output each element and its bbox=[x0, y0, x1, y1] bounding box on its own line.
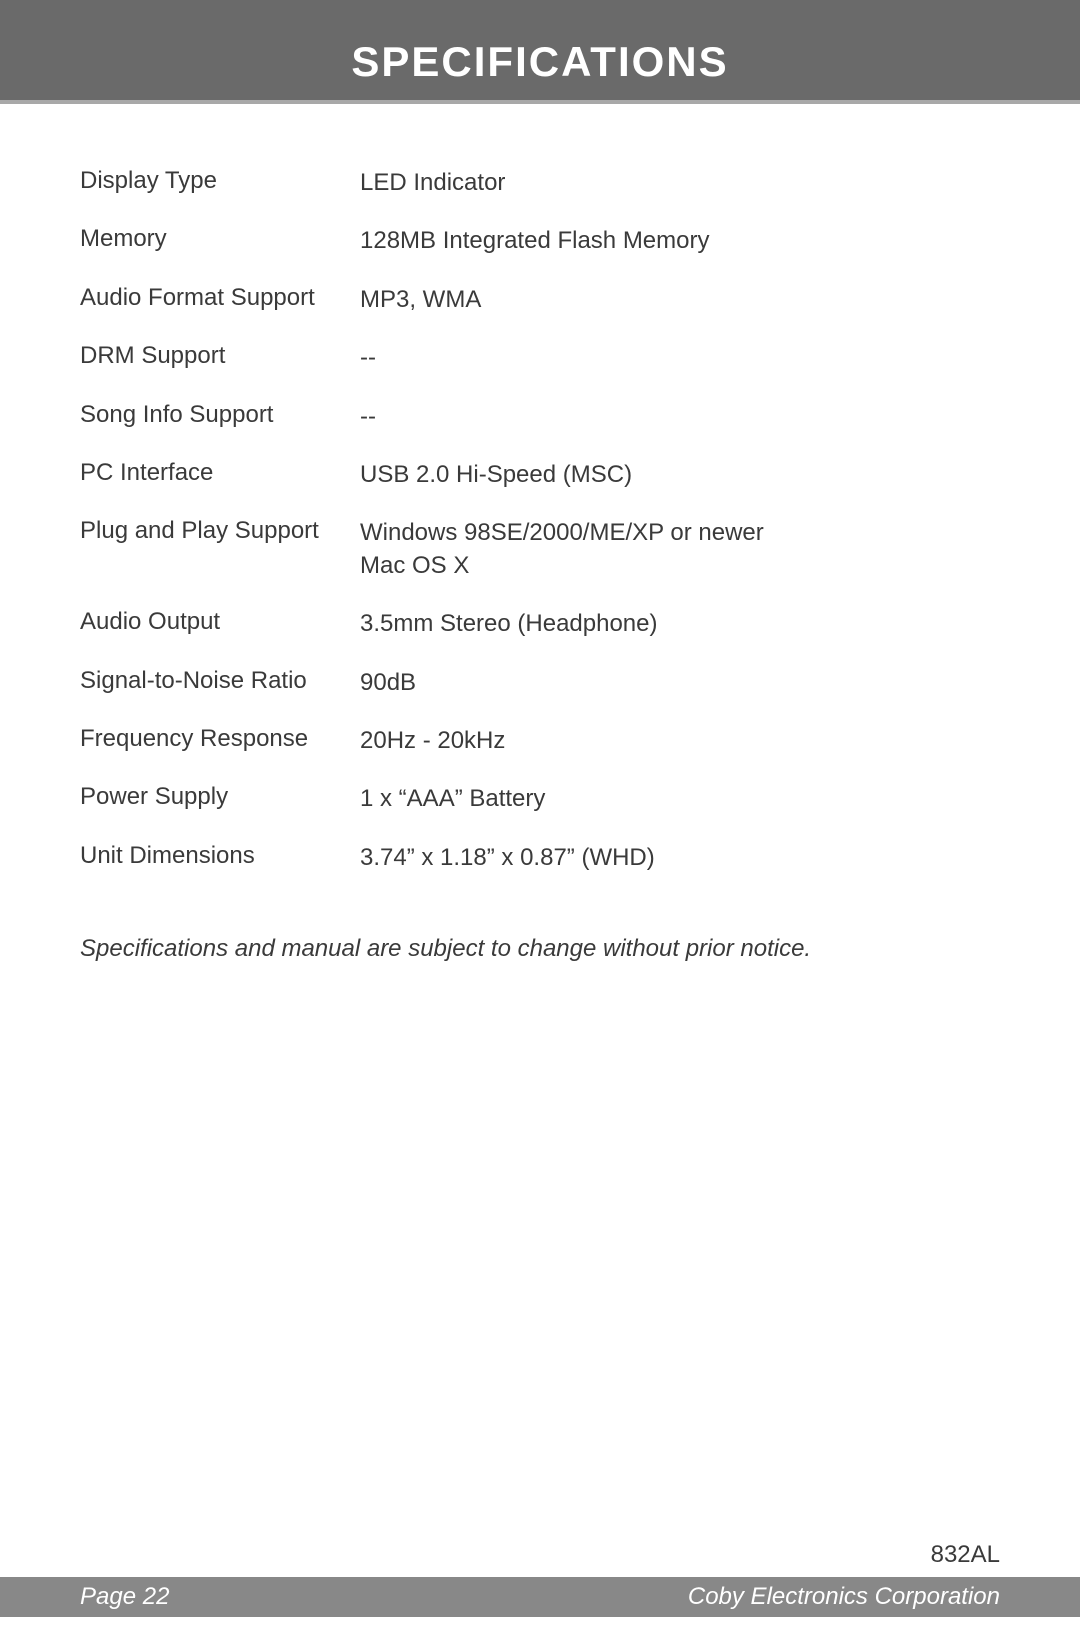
spec-value: -- bbox=[360, 401, 1000, 433]
spec-row: Plug and Play SupportWindows 98SE/2000/M… bbox=[80, 504, 1000, 595]
spec-row: DRM Support-- bbox=[80, 329, 1000, 387]
spec-label: DRM Support bbox=[80, 342, 360, 370]
spec-row: Power Supply1 x “AAA” Battery bbox=[80, 770, 1000, 828]
spec-label: Display Type bbox=[80, 167, 360, 195]
spec-row: Unit Dimensions3.74” x 1.18” x 0.87” (WH… bbox=[80, 829, 1000, 887]
spec-row: Audio Format SupportMP3, WMA bbox=[80, 271, 1000, 329]
company-name: Coby Electronics Corporation bbox=[688, 1583, 1000, 1611]
spec-label: Signal-to-Noise Ratio bbox=[80, 667, 360, 695]
disclaimer-note: Specifications and manual are subject to… bbox=[80, 935, 1000, 963]
content-area: Display TypeLED IndicatorMemory128MB Int… bbox=[0, 104, 1080, 963]
header-band: SPECIFICATIONS bbox=[0, 0, 1080, 104]
spec-label: Song Info Support bbox=[80, 401, 360, 429]
spec-row: Song Info Support-- bbox=[80, 388, 1000, 446]
spec-label: Plug and Play Support bbox=[80, 517, 360, 545]
spec-label: Power Supply bbox=[80, 783, 360, 811]
spec-row: Memory128MB Integrated Flash Memory bbox=[80, 212, 1000, 270]
spec-label: PC Interface bbox=[80, 459, 360, 487]
spec-value: 90dB bbox=[360, 667, 1000, 699]
spec-value: 1 x “AAA” Battery bbox=[360, 783, 1000, 815]
spec-label: Memory bbox=[80, 225, 360, 253]
spec-label: Audio Format Support bbox=[80, 284, 360, 312]
footer-band: Page 22 Coby Electronics Corporation bbox=[0, 1577, 1080, 1617]
spec-row: Frequency Response20Hz - 20kHz bbox=[80, 712, 1000, 770]
spec-label: Audio Output bbox=[80, 608, 360, 636]
spec-row: PC InterfaceUSB 2.0 Hi-Speed (MSC) bbox=[80, 446, 1000, 504]
page-number: Page 22 bbox=[80, 1583, 169, 1611]
spec-value: 3.5mm Stereo (Headphone) bbox=[360, 608, 1000, 640]
spec-value: -- bbox=[360, 342, 1000, 374]
spec-value: LED Indicator bbox=[360, 167, 1000, 199]
spec-label: Unit Dimensions bbox=[80, 842, 360, 870]
spec-row: Audio Output3.5mm Stereo (Headphone) bbox=[80, 595, 1000, 653]
spec-label: Frequency Response bbox=[80, 725, 360, 753]
spec-table: Display TypeLED IndicatorMemory128MB Int… bbox=[80, 154, 1000, 887]
spec-row: Signal-to-Noise Ratio90dB bbox=[80, 654, 1000, 712]
spec-row: Display TypeLED Indicator bbox=[80, 154, 1000, 212]
model-number: 832AL bbox=[931, 1541, 1000, 1569]
spec-value: 3.74” x 1.18” x 0.87” (WHD) bbox=[360, 842, 1000, 874]
spec-value: USB 2.0 Hi-Speed (MSC) bbox=[360, 459, 1000, 491]
spec-value: MP3, WMA bbox=[360, 284, 1000, 316]
spec-value: Windows 98SE/2000/ME/XP or newer Mac OS … bbox=[360, 517, 1000, 582]
spec-value: 128MB Integrated Flash Memory bbox=[360, 225, 1000, 257]
page-title: SPECIFICATIONS bbox=[0, 28, 1080, 100]
spec-value: 20Hz - 20kHz bbox=[360, 725, 1000, 757]
